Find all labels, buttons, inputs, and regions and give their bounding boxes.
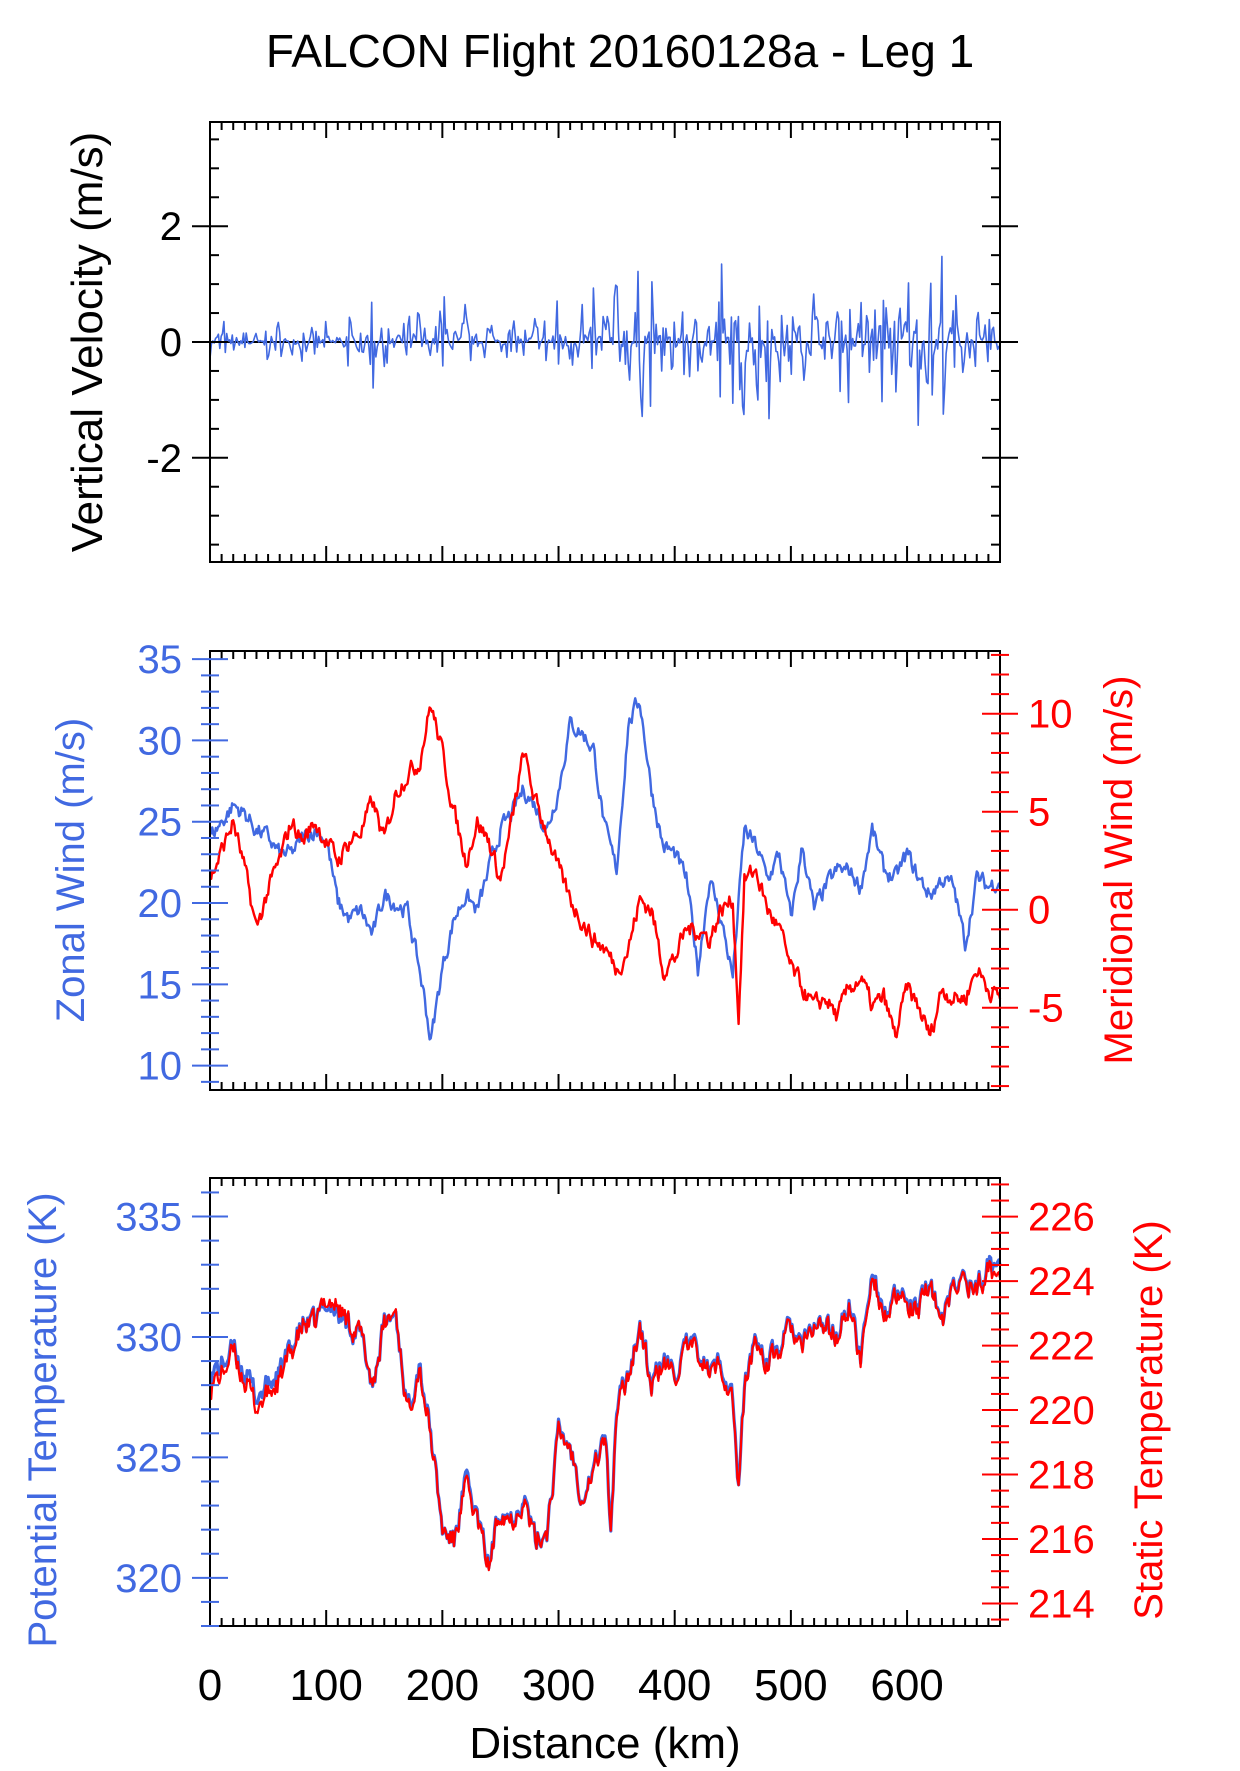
- temp-ticks: 320 325 330 335 214 216 218 220 222 224 226: [115, 1178, 1095, 1627]
- temp-ylabel-right: Static Temperature (K): [1127, 1220, 1171, 1619]
- wind-ytick-label: 10: [1028, 693, 1073, 737]
- temp-ytick-label: 325: [115, 1436, 182, 1480]
- temp-ytick-label: 218: [1028, 1454, 1095, 1498]
- temp-ytick-label: 226: [1028, 1196, 1095, 1240]
- x-tick-label: 400: [638, 1661, 711, 1710]
- vv-ylabel: Vertical Velocity (m/s): [63, 132, 112, 553]
- vv-ytick-label: 2: [160, 205, 182, 249]
- temp-ytick-label: 335: [115, 1196, 182, 1240]
- wind-ytick-label: 30: [138, 719, 183, 763]
- x-tick-label: 500: [754, 1661, 827, 1710]
- wind-ytick-label: -5: [1028, 987, 1064, 1031]
- x-tick-label: 100: [289, 1661, 362, 1710]
- vv-ytick-label: -2: [146, 437, 182, 481]
- x-tick-labels: 0 100 200 300 400 500 600: [198, 1661, 944, 1710]
- temp-ytick-label: 224: [1028, 1260, 1095, 1304]
- x-tick-label: 600: [870, 1661, 943, 1710]
- wind-ylabel-left: Zonal Wind (m/s): [49, 718, 93, 1023]
- zonal-wind-line: [209, 697, 1001, 1041]
- panel-wind: 10 15 20 25 30 35 -5 0 5 10 Zonal Wind (m/s) Meri…: [49, 638, 1141, 1091]
- vv-series-line: [209, 255, 1000, 426]
- temp-ytick-label: 220: [1028, 1389, 1095, 1433]
- temp-ytick-label: 216: [1028, 1518, 1095, 1562]
- temp-ytick-label: 330: [115, 1316, 182, 1360]
- static-temperature-line: [208, 1260, 1002, 1572]
- meridional-wind-line: [208, 706, 1002, 1039]
- temp-ytick-label: 222: [1028, 1325, 1095, 1369]
- vv-ticks: -2 0 2: [146, 122, 1018, 562]
- x-axis-label: Distance (km): [469, 1719, 740, 1768]
- chart-title: FALCON Flight 20160128a - Leg 1: [266, 25, 974, 77]
- wind-ytick-label: 10: [138, 1045, 183, 1089]
- x-tick-label: 0: [198, 1661, 222, 1710]
- temp-plot-area: [208, 1254, 1002, 1572]
- vv-plot-area: [209, 255, 1000, 426]
- wind-ytick-label: 35: [138, 638, 183, 682]
- wind-ytick-label: 15: [138, 963, 183, 1007]
- vv-ytick-label: 0: [160, 321, 182, 365]
- wind-ylabel-right: Meridional Wind (m/s): [1097, 676, 1141, 1065]
- x-tick-label: 300: [522, 1661, 595, 1710]
- wind-ytick-label: 0: [1028, 889, 1050, 933]
- x-tick-label: 200: [406, 1661, 479, 1710]
- panel-temperature: 320 325 330 335 214 216 218 220 222 224 226 Potent…: [21, 1177, 1171, 1648]
- wind-plot-area: [208, 697, 1002, 1041]
- temp-ytick-label: 320: [115, 1557, 182, 1601]
- wind-ytick-label: 20: [138, 882, 183, 926]
- temp-ytick-label: 214: [1028, 1582, 1095, 1626]
- wind-ytick-label: 25: [138, 801, 183, 845]
- panel-vertical-velocity: -2 0 2 Vertical Velocity (m/s): [63, 121, 1018, 563]
- wind-ticks: 10 15 20 25 30 35 -5 0 5 10: [138, 638, 1073, 1090]
- temp-ylabel-left: Potential Temperature (K): [21, 1192, 65, 1647]
- wind-ytick-label: 5: [1028, 791, 1050, 835]
